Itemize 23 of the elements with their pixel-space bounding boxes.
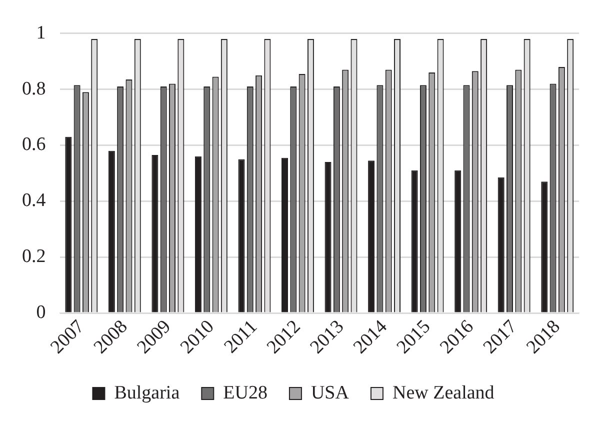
bar (108, 150, 115, 312)
y-tick-label: 0.6 (22, 134, 46, 156)
x-tick-label: 2011 (220, 316, 262, 358)
legend-label: Bulgaria (114, 382, 180, 404)
bar (282, 158, 288, 312)
legend-label: EU28 (223, 382, 268, 404)
bar (498, 177, 504, 312)
bar (454, 170, 462, 312)
bar (65, 136, 72, 312)
bar (541, 182, 548, 312)
legend-label: New Zealand (392, 382, 495, 404)
y-tick-label: 0.4 (22, 190, 46, 212)
bar (194, 156, 202, 312)
legend-label: USA (310, 382, 350, 404)
bar (368, 160, 375, 312)
y-tick-label: 0 (36, 302, 46, 323)
bar (152, 155, 158, 312)
y-tick-label: 1 (36, 22, 46, 44)
y-tick-label: 0.2 (22, 246, 46, 268)
bar (411, 170, 418, 312)
y-tick-label: 0.8 (22, 78, 46, 100)
bar (238, 159, 245, 312)
bar (324, 162, 332, 312)
